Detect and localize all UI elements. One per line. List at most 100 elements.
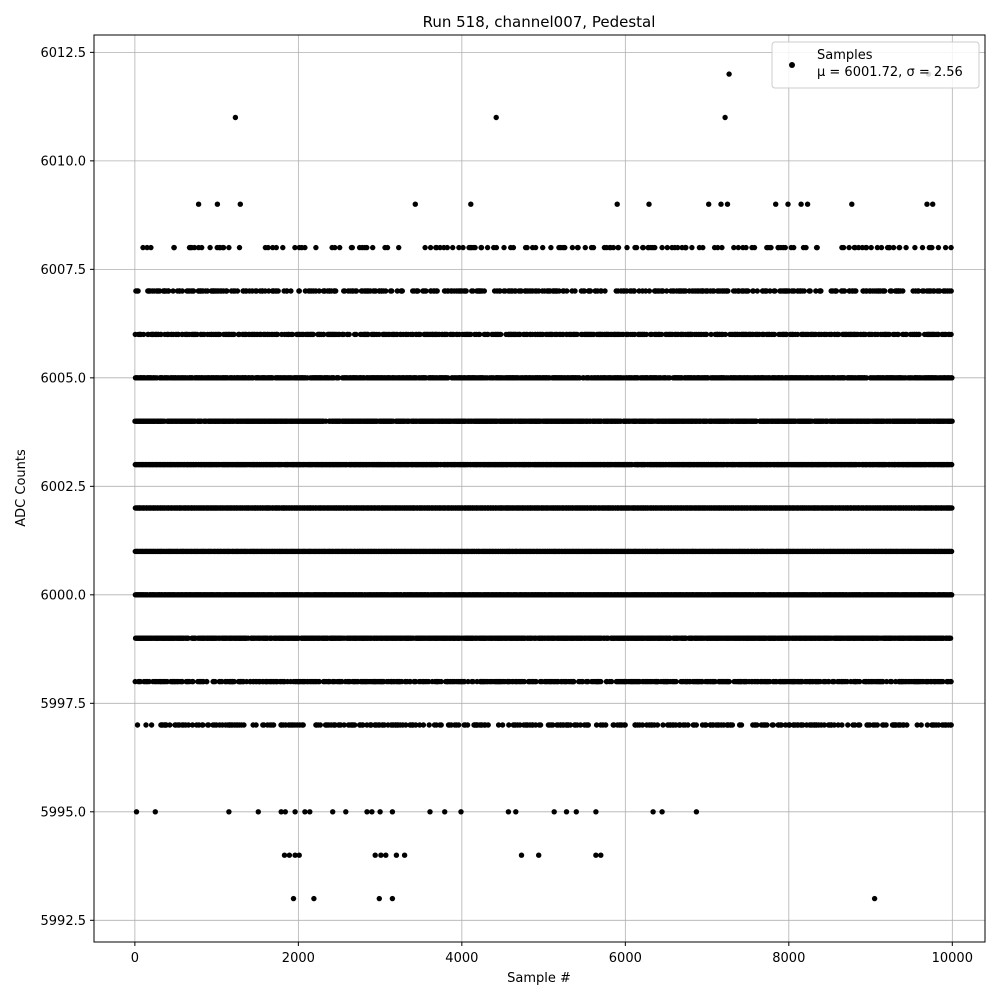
data-point	[537, 722, 544, 728]
data-point	[185, 722, 192, 728]
data-point	[292, 244, 298, 251]
data-point	[415, 288, 421, 294]
data-point	[337, 244, 343, 251]
data-point	[302, 244, 308, 251]
data-point	[204, 678, 210, 685]
data-point	[185, 635, 191, 641]
data-point	[313, 244, 319, 251]
data-point	[422, 244, 428, 251]
data-point	[608, 678, 615, 685]
data-point	[275, 288, 281, 294]
data-point	[464, 722, 471, 728]
data-point	[438, 722, 444, 728]
data-point	[143, 722, 149, 728]
data-point	[501, 244, 507, 251]
data-point	[353, 288, 360, 294]
data-point	[220, 244, 227, 251]
data-point	[571, 678, 577, 685]
data-point	[310, 331, 316, 338]
data-point	[423, 288, 429, 294]
data-point	[265, 244, 271, 251]
data-point	[179, 288, 185, 294]
data-point	[280, 244, 286, 251]
data-point	[602, 288, 608, 294]
data-point	[540, 244, 546, 251]
data-point	[352, 722, 358, 728]
data-point	[389, 288, 395, 294]
data-point	[205, 722, 212, 728]
data-point	[572, 288, 578, 294]
data-point	[217, 331, 223, 338]
data-point	[144, 244, 150, 251]
data-point	[146, 678, 152, 685]
data-point	[426, 722, 432, 728]
data-point	[384, 244, 391, 251]
data-point	[289, 331, 296, 338]
data-point	[590, 244, 597, 251]
data-point	[562, 244, 568, 251]
data-point	[288, 288, 294, 294]
data-point	[510, 244, 517, 251]
data-point	[434, 288, 440, 294]
data-point	[456, 722, 462, 728]
data-points	[132, 71, 955, 902]
data-point	[140, 331, 147, 338]
data-point	[231, 331, 237, 338]
data-point	[333, 288, 339, 294]
data-point	[234, 288, 241, 294]
data-point	[575, 244, 581, 251]
data-point	[569, 244, 576, 251]
data-point	[587, 288, 594, 294]
data-point	[296, 288, 302, 294]
data-point	[179, 678, 185, 685]
data-point	[396, 244, 402, 251]
data-point	[270, 722, 277, 728]
data-point	[603, 722, 609, 728]
data-point	[171, 244, 177, 251]
data-point	[420, 722, 427, 728]
data-point	[300, 722, 306, 728]
data-point	[189, 722, 196, 728]
data-point	[332, 244, 338, 251]
data-point	[481, 288, 487, 294]
data-point	[158, 331, 164, 338]
data-point	[564, 288, 570, 294]
data-point	[274, 331, 281, 338]
data-point	[241, 722, 247, 728]
data-point	[317, 722, 323, 728]
data-point	[346, 331, 352, 338]
data-point	[485, 722, 491, 728]
data-point	[148, 722, 155, 728]
data-point	[266, 288, 272, 294]
data-point	[134, 722, 141, 728]
data-point	[253, 722, 259, 728]
data-point	[224, 288, 230, 294]
data-point	[598, 678, 604, 685]
data-point	[383, 288, 389, 294]
data-point	[450, 244, 456, 251]
data-point	[200, 722, 206, 728]
data-point	[167, 722, 173, 728]
data-point	[399, 288, 405, 294]
data-point	[212, 678, 218, 685]
data-point	[532, 244, 539, 251]
chart-title: Run 518, channel007, Pedestal	[423, 13, 656, 31]
data-point	[190, 288, 197, 294]
data-point	[484, 244, 491, 251]
data-point	[370, 244, 376, 251]
data-point	[463, 288, 469, 294]
data-point	[191, 244, 198, 251]
data-point	[585, 722, 591, 728]
data-point	[166, 288, 172, 294]
data-point	[548, 244, 554, 251]
data-point	[498, 331, 504, 338]
data-point	[284, 288, 290, 294]
data-point	[204, 288, 211, 294]
data-point	[231, 678, 237, 685]
data-point	[148, 244, 154, 251]
data-point	[427, 244, 434, 251]
data-point	[135, 288, 141, 294]
data-point	[582, 244, 588, 251]
